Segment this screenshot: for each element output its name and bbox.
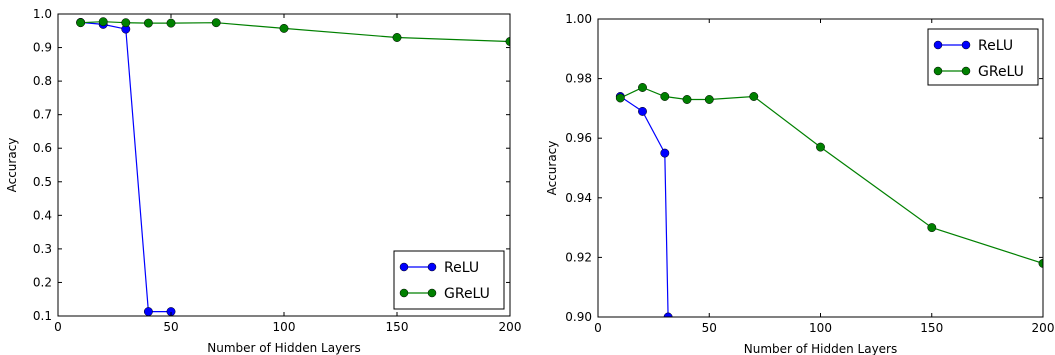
chart-right-legend-marker-grelu-b <box>961 66 971 76</box>
chart-right-y-tick-label-5: 1.00 <box>565 12 592 26</box>
chart-left-x-axis-label: Number of Hidden Layers <box>207 341 361 355</box>
chart-right-y-axis-label: Accuracy <box>545 141 559 196</box>
chart-right: 0 50 100 150 200 0.90 0.92 0.94 0.96 0.98 1.00 Num… <box>545 12 1054 355</box>
chart-left-y-tick-label-4: 0.5 <box>33 175 52 189</box>
chart-left-y-tick-label-5: 0.6 <box>33 141 52 155</box>
chart-left-point-grelu-3 <box>143 18 153 28</box>
chart-left-x-tick-label-4: 200 <box>499 320 522 334</box>
chart-left-legend-marker-relu-a <box>399 262 409 272</box>
chart-right-x-tick-label-1: 50 <box>702 321 717 335</box>
chart-left-legend-marker-grelu-b <box>427 288 437 298</box>
chart-left-y-tick-label-1: 0.2 <box>33 275 52 289</box>
chart-left-point-grelu-0 <box>76 18 86 28</box>
chart-right-y-tick-label-3: 0.96 <box>565 131 592 145</box>
chart-left-legend-label-grelu: GReLU <box>444 286 490 302</box>
chart-right-legend-marker-relu-a <box>933 40 943 50</box>
chart-left-x-tick-label-0: 0 <box>54 320 62 334</box>
chart-right-legend-label-grelu: GReLU <box>978 64 1024 80</box>
chart-right-legend-label-relu: ReLU <box>978 38 1013 54</box>
chart-right-x-axis-label: Number of Hidden Layers <box>744 342 898 355</box>
chart-right-legend-marker-relu-b <box>961 40 971 50</box>
chart-left-legend-marker-relu-b <box>427 262 437 272</box>
chart-left-x-tick-label-3: 150 <box>386 320 409 334</box>
chart-right-point-grelu-7 <box>927 223 937 233</box>
chart-left-legend-marker-grelu-a <box>399 288 409 298</box>
chart-left-legend-box <box>393 250 505 310</box>
chart-left-point-grelu-6 <box>279 23 289 33</box>
chart-right-point-grelu-3 <box>682 95 692 104</box>
chart-left-y-tick-label-3: 0.4 <box>33 208 52 222</box>
chart-left-x-tick-label-2: 100 <box>273 320 296 334</box>
chart-left-legend: ReLU GReLU <box>393 250 505 310</box>
chart-left: 0 50 100 150 200 0.1 0.2 0.3 0.4 0.5 0.6 0.7 0.8 0.9 1… <box>5 7 521 355</box>
chart-right-x-tick-label-3: 150 <box>920 321 943 335</box>
chart-left-point-relu-3 <box>143 307 153 316</box>
chart-right-legend: ReLU GReLU <box>927 28 1039 86</box>
chart-left-y-tick-label-2: 0.3 <box>33 242 52 256</box>
chart-right-series-line-grelu <box>620 86 1043 264</box>
chart-right-x-tick-label-0: 0 <box>594 321 602 335</box>
chart-left-series-line-relu <box>80 21 171 313</box>
chart-right-point-grelu-8 <box>1038 258 1043 268</box>
chart-right-point-grelu-5 <box>749 92 759 101</box>
chart-left-y-tick-label-7: 0.8 <box>33 74 52 88</box>
chart-right-point-grelu-6 <box>816 142 825 152</box>
chart-left-legend-label-relu: ReLU <box>444 260 479 276</box>
chart-left-y-tick-label-8: 0.9 <box>33 41 52 55</box>
chart-right-y-tick-label-1: 0.92 <box>565 250 592 264</box>
chart-left-y-tick-label-6: 0.7 <box>33 108 52 122</box>
chart-left-point-grelu-7 <box>392 33 402 42</box>
chart-left-y-tick-label-9: 1.0 <box>33 7 52 21</box>
chart-right-point-relu-1 <box>638 106 647 116</box>
chart-right-point-grelu-0 <box>615 93 625 103</box>
chart-left-x-tick-label-1: 50 <box>163 320 178 334</box>
chart-left-point-grelu-4 <box>166 18 176 28</box>
chart-right-y-tick-label-4: 0.98 <box>565 72 592 86</box>
chart-left-y-tick-label-0: 0.1 <box>33 309 52 323</box>
chart-right-y-tick-label-0: 0.90 <box>565 310 592 324</box>
chart-right-legend-box <box>927 28 1039 86</box>
chart-right-point-grelu-1 <box>638 83 647 92</box>
chart-right-series-line-relu <box>619 96 669 317</box>
chart-right-point-relu-2 <box>660 148 670 158</box>
chart-left-y-axis-label: Accuracy <box>5 138 19 193</box>
chart-right-x-tick-label-4: 200 <box>1032 321 1055 335</box>
chart-right-y-tick-label-2: 0.94 <box>565 191 592 205</box>
chart-right-x-tick-label-2: 100 <box>809 321 832 335</box>
chart-right-legend-marker-grelu-a <box>933 66 943 76</box>
chart-right-point-grelu-4 <box>704 95 714 104</box>
chart-left-point-grelu-2 <box>121 18 131 28</box>
chart-right-point-grelu-2 <box>660 92 670 101</box>
chart-left-point-grelu-1 <box>98 17 108 27</box>
chart-left-point-grelu-5 <box>211 18 221 28</box>
